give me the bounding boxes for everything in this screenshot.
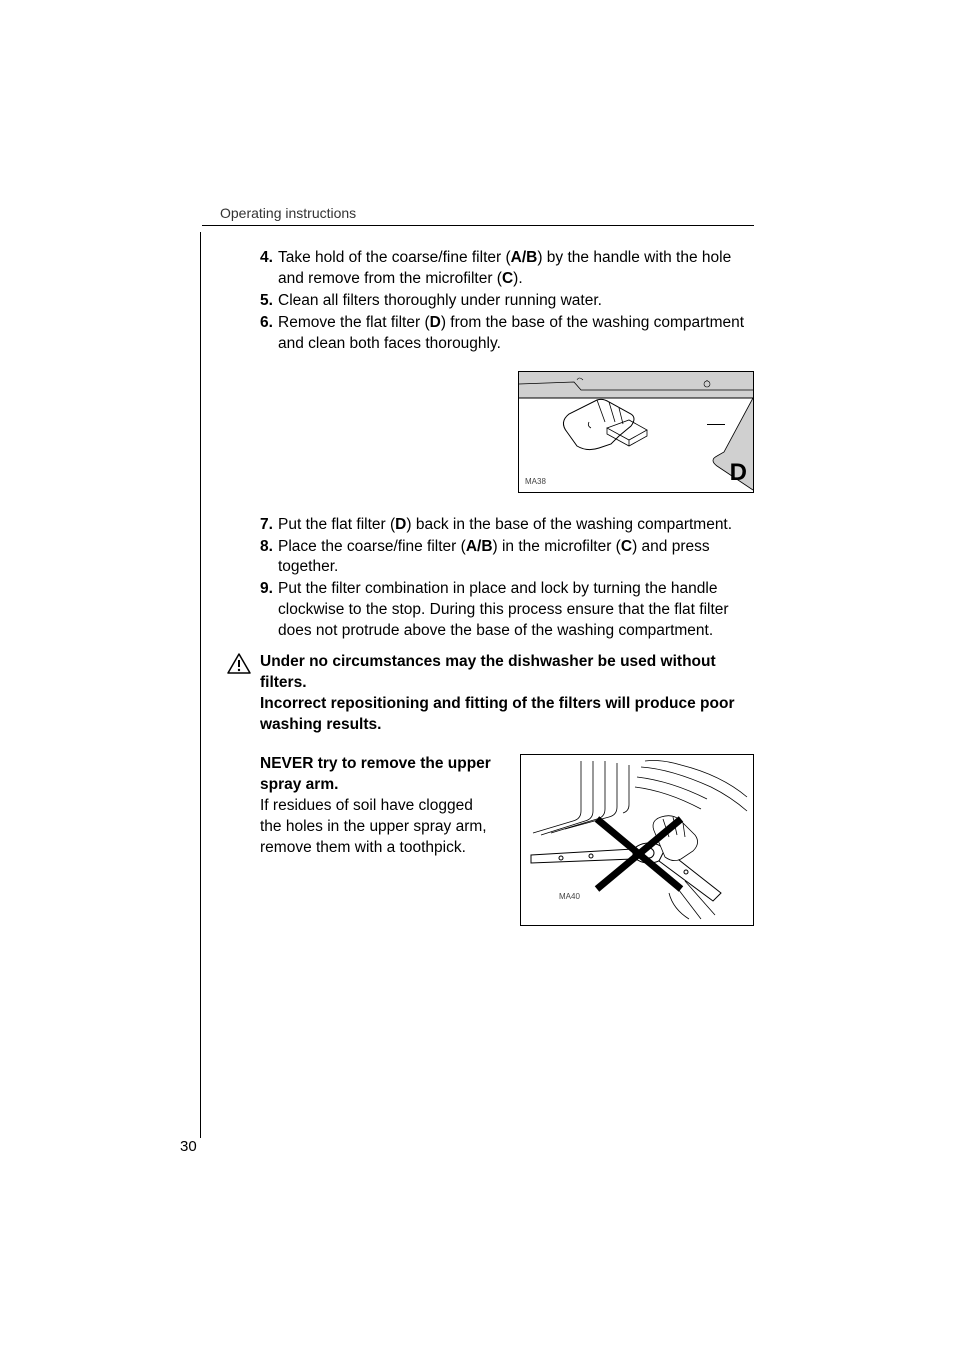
spray-arm-section: NEVER try to remove the upper spray arm.… (260, 754, 754, 926)
step-7: 7. Put the flat filter (D) back in the b… (260, 515, 754, 536)
step-text: Clean all filters thoroughly under runni… (278, 291, 754, 312)
step-5: 5. Clean all filters thoroughly under ru… (260, 291, 754, 312)
page-content: Operating instructions 4. Take hold of t… (202, 205, 754, 926)
spray-arm-body: If residues of soil have clogged the hol… (260, 796, 498, 859)
figure-label: MA40 (559, 892, 580, 903)
figure-spray-arm: MA40 (520, 754, 754, 926)
section-header: Operating instructions (202, 205, 754, 221)
warning-text: Under no circumstances may the dishwashe… (260, 652, 754, 736)
step-text: Put the filter combination in place and … (278, 579, 754, 642)
step-number: 7. (260, 515, 278, 536)
warning-icon (226, 652, 252, 676)
warning-block: Under no circumstances may the dishwashe… (226, 652, 754, 736)
page-number: 30 (180, 1138, 197, 1155)
callout-line (707, 424, 725, 425)
figure-flat-filter: MA38 D (518, 371, 754, 493)
figure-letter-d: D (730, 457, 747, 489)
step-text: Place the coarse/fine filter (A/B) in th… (278, 537, 754, 579)
spray-arm-heading: NEVER try to remove the upper spray arm. (260, 754, 498, 796)
figure-label: MA38 (525, 477, 546, 488)
step-text: Take hold of the coarse/fine filter (A/B… (278, 248, 754, 290)
horizontal-rule (202, 225, 754, 226)
step-number: 9. (260, 579, 278, 642)
step-8: 8. Place the coarse/fine filter (A/B) in… (260, 537, 754, 579)
step-text: Remove the flat filter (D) from the base… (278, 313, 754, 355)
step-number: 8. (260, 537, 278, 579)
step-text: Put the flat filter (D) back in the base… (278, 515, 754, 536)
step-9: 9. Put the filter combination in place a… (260, 579, 754, 642)
step-6: 6. Remove the flat filter (D) from the b… (260, 313, 754, 355)
content-column: 4. Take hold of the coarse/fine filter (… (202, 248, 754, 926)
step-4: 4. Take hold of the coarse/fine filter (… (260, 248, 754, 290)
step-number: 5. (260, 291, 278, 312)
spray-arm-text: NEVER try to remove the upper spray arm.… (260, 754, 498, 926)
step-number: 6. (260, 313, 278, 355)
step-number: 4. (260, 248, 278, 290)
